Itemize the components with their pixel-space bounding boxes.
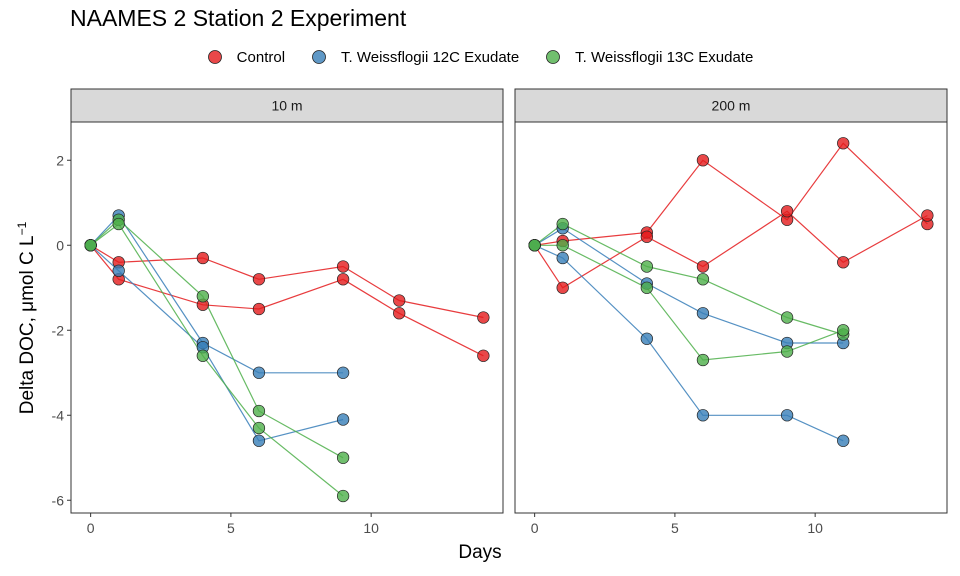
y-tick-label: -6 xyxy=(52,492,65,508)
panel-200-m-point-control xyxy=(696,260,710,273)
panel-200-m-strip xyxy=(514,88,948,123)
panel-200-m-border xyxy=(514,121,948,514)
panel-10-m-line-t-weissflogii-13c-exudate xyxy=(90,218,344,459)
panel-10-m-point-control xyxy=(336,260,350,273)
panel-10-m-point-t-weissflogii-13c-exudate xyxy=(252,404,266,418)
panel-200-m-point-t-weissflogii-12c-exudate xyxy=(780,409,794,422)
legend-key-12c-exudate xyxy=(312,50,326,64)
panel-200-m-x-tick-label: 10 xyxy=(807,520,823,536)
panel-10-m-border xyxy=(70,121,504,514)
panel-200-m-strip-label: 200 m xyxy=(712,98,751,114)
panel-10-m-point-t-weissflogii-13c-exudate xyxy=(252,421,266,435)
panel-200-m-point-control xyxy=(696,154,710,167)
legend: Control T. Weissflogii 12C Exudate T. We… xyxy=(0,44,960,70)
y-axis-label: Delta DOC, μmol C L−1 xyxy=(15,222,39,415)
panel-10-m-point-control xyxy=(196,251,209,265)
panel-200-m-x-tick-label: 5 xyxy=(671,520,679,536)
panel-10-m-point-control xyxy=(252,273,266,286)
panel-200-m-point-t-weissflogii-12c-exudate xyxy=(696,409,710,422)
legend-label-control: Control xyxy=(236,48,286,66)
panel-200-m-point-control xyxy=(556,281,569,294)
panel-200-m-point-control xyxy=(640,230,653,243)
panel-10-m-point-control xyxy=(252,302,266,316)
panel-10-m-point-control xyxy=(393,307,406,320)
panel-10-m-strip xyxy=(70,88,504,123)
panel-10-m-point-control xyxy=(393,294,406,307)
panel-10-m-point-t-weissflogii-13c-exudate xyxy=(196,349,209,362)
panel-10-m-x-tick-label: 5 xyxy=(227,520,235,536)
panel-10-m-point-t-weissflogii-13c-exudate xyxy=(336,489,350,503)
legend-key-13c-exudate xyxy=(546,50,561,64)
y-tick-label: 0 xyxy=(56,237,64,253)
panel-200-m-point-t-weissflogii-13c-exudate xyxy=(780,345,794,358)
panel-10-m-line-t-weissflogii-12c-exudate xyxy=(90,244,344,442)
panel-200-m-point-t-weissflogii-13c-exudate xyxy=(837,324,850,337)
panel-200-m-point-t-weissflogii-13c-exudate xyxy=(556,239,569,252)
panel-10-m-point-control xyxy=(477,311,490,324)
y-tick-label: -4 xyxy=(52,407,65,423)
legend-label-13c-exudate: T. Weissflogii 13C Exudate xyxy=(575,48,754,66)
panel-200-m-point-t-weissflogii-12c-exudate xyxy=(640,332,653,345)
y-tick-label: 2 xyxy=(56,152,64,168)
panel-200-m-point-t-weissflogii-13c-exudate xyxy=(780,311,794,324)
panel-10-m-point-t-weissflogii-12c-exudate xyxy=(252,434,266,447)
panel-200-m-point-t-weissflogii-13c-exudate xyxy=(696,273,710,286)
panel-200-m-point-t-weissflogii-13c-exudate xyxy=(640,281,653,294)
panel-200-m-point-control xyxy=(780,205,794,218)
panel-200-m-point-t-weissflogii-12c-exudate xyxy=(696,307,710,320)
panel-200-m-line-t-weissflogii-12c-exudate xyxy=(534,227,844,344)
panel-200-m-point-t-weissflogii-13c-exudate xyxy=(696,353,710,367)
legend-key-control xyxy=(207,50,222,64)
panel-10-m-point-t-weissflogii-13c-exudate xyxy=(196,290,209,303)
panel-200-m-point-t-weissflogii-13c-exudate xyxy=(556,217,569,231)
panel-10-m-x-tick-label: 10 xyxy=(363,520,379,536)
panel-200-m-line-control xyxy=(534,210,928,289)
panel-200-m-point-control xyxy=(921,209,934,222)
legend-item-12c-exudate: T. Weissflogii 12C Exudate xyxy=(311,49,519,66)
panel-10-m-point-t-weissflogii-13c-exudate xyxy=(112,217,125,231)
panel-10-m-line-control xyxy=(90,244,484,319)
x-axis-label: Days xyxy=(458,542,502,563)
chart-title: NAAMES 2 Station 2 Experiment xyxy=(70,5,407,31)
panel-10-m-point-t-weissflogii-12c-exudate xyxy=(252,366,266,379)
panel-10-m-point-control xyxy=(477,349,490,362)
panel-10-m-strip-label: 10 m xyxy=(271,98,302,114)
panel-200-m-line-control xyxy=(534,142,928,246)
panel-10-m-point-t-weissflogii-12c-exudate xyxy=(336,413,350,426)
panel-10-m-point-t-weissflogii-13c-exudate xyxy=(336,451,350,464)
y-tick-label: -2 xyxy=(52,322,65,338)
legend-item-control: Control xyxy=(207,49,285,66)
panel-10-m-x-tick-label: 0 xyxy=(87,520,95,536)
panel-200-m-x-tick-label: 0 xyxy=(531,520,539,536)
panel-200-m-point-t-weissflogii-13c-exudate xyxy=(528,239,541,252)
legend-item-13c-exudate: T. Weissflogii 13C Exudate xyxy=(545,49,753,66)
panel-200-m-point-t-weissflogii-12c-exudate xyxy=(837,434,850,447)
panel-200-m-point-t-weissflogii-12c-exudate xyxy=(556,251,569,265)
panel-10-m-point-control xyxy=(336,273,350,286)
legend-label-12c-exudate: T. Weissflogii 12C Exudate xyxy=(341,48,520,66)
panel-200-m-point-control xyxy=(837,256,850,269)
panel-200-m-point-t-weissflogii-13c-exudate xyxy=(640,260,653,273)
panel-10-m-line-t-weissflogii-13c-exudate xyxy=(90,223,344,497)
panel-10-m-point-t-weissflogii-13c-exudate xyxy=(84,239,97,252)
y-axis-label-text: Delta DOC, μmol C L xyxy=(17,235,39,415)
panel-200-m-point-control xyxy=(837,137,850,150)
panel-10-m-point-t-weissflogii-12c-exudate xyxy=(112,264,125,277)
y-axis-label-superscript: −1 xyxy=(14,221,29,236)
panel-10-m-point-t-weissflogii-12c-exudate xyxy=(336,366,350,379)
